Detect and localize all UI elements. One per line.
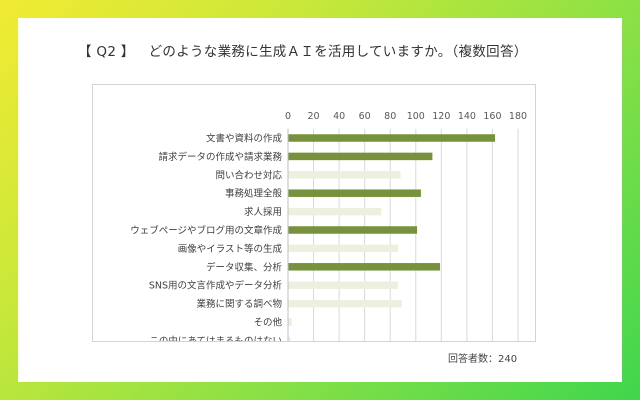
bar [288,226,418,234]
category-label: 問い合わせ対応 [215,169,282,181]
bar-chart-svg: 0 20 40 60 80 100 120 140 160 180 文書や資料の作成請求データの作成… [130,111,527,341]
bar [288,134,495,142]
respondent-count: 回答者数：240 [448,354,518,365]
category-label: その他 [253,317,282,329]
question-heading: 【 Q2 】どのような業務に生成ＡＩを活用していますか。（複数回答） [78,40,528,60]
category-label: この中にあてはまるものはない [149,335,282,341]
category-label: 事務処理全般 [225,188,283,200]
x-tick-label: 40 [333,111,345,122]
x-tick-label: 20 [308,111,320,122]
x-tick-label: 140 [458,111,476,122]
bar [288,207,382,216]
x-tick-label: 100 [407,111,425,122]
bar [288,189,421,197]
question-number: 【 Q2 】 [78,44,135,60]
bar [288,263,441,271]
bar [288,299,402,308]
category-label: 請求データの作成や請求業務 [158,151,282,163]
bar [288,336,291,341]
x-tick-label: 120 [432,111,450,122]
x-tick-label: 180 [509,111,527,122]
category-label: ウェブページやブログ用の文章作成 [130,225,282,237]
category-label: データ収集、分析 [206,261,283,273]
x-tick-label: 80 [384,111,396,122]
bar [288,244,398,253]
x-tick-label: 0 [285,111,291,122]
bar-chart: 0 20 40 60 80 100 120 140 160 180 文書や資料の作成請求データの作成… [92,84,536,342]
category-label: 画像やイラスト等の生成 [178,243,283,255]
bar [288,152,433,161]
bar [288,171,401,179]
question-text: どのような業務に生成ＡＩを活用していますか。（複数回答） [148,44,528,60]
category-label: 求人採用 [244,206,282,218]
bar [288,318,292,326]
bar [288,281,398,289]
category-label: 業務に関する調べ物 [196,298,282,310]
x-tick-label: 60 [359,111,371,122]
survey-card: 【 Q2 】どのような業務に生成ＡＩを活用していますか。（複数回答） 0 20 40… [18,18,622,382]
category-label: 文書や資料の作成 [206,133,283,145]
category-label: SNS用の文言作成やデータ分析 [149,280,283,292]
x-tick-label: 160 [483,111,501,122]
